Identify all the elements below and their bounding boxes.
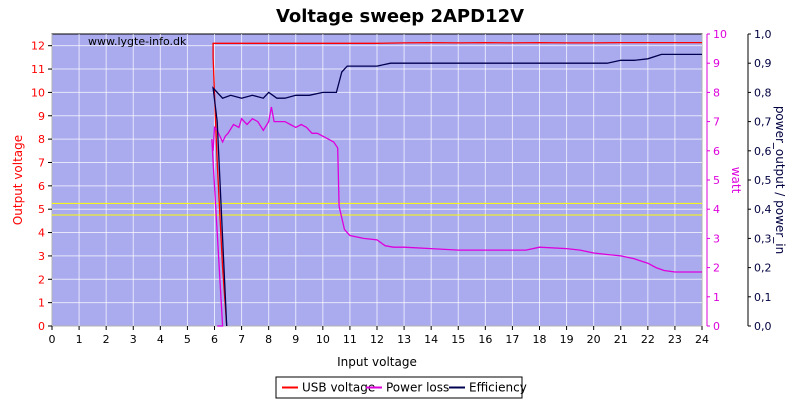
x-axis-label: Input voltage xyxy=(337,355,417,369)
y-efficiency-tick-label: 0,4 xyxy=(754,203,772,216)
y-watt-tick-label: 9 xyxy=(713,57,720,70)
x-tick-label: 20 xyxy=(587,333,601,346)
y-watt-tick-label: 4 xyxy=(713,203,720,216)
series-line-efficiency xyxy=(212,53,702,327)
y-axis-watt: 0 1 2 3 4 5 6 7 8 9 10 xyxy=(706,28,727,333)
x-tick-label: 13 xyxy=(397,333,411,346)
series-line-usb-voltage xyxy=(212,41,702,327)
y-efficiency-tick-label: 0,7 xyxy=(754,116,772,129)
x-tick-label: 1 xyxy=(76,333,83,346)
y-efficiency-tick-label: 0,5 xyxy=(754,174,772,187)
legend-label: Power loss xyxy=(386,381,449,395)
legend-box xyxy=(275,376,523,399)
x-tick-label: 18 xyxy=(533,333,547,346)
x-axis: 0 1 2 3 4 5 6 7 8 9 10 11 12 13 14 15 16 17 18 19 20 21 22 23 24 xyxy=(49,326,709,346)
y-left-tick-label: 12 xyxy=(31,40,45,53)
x-tick-label: 23 xyxy=(668,333,682,346)
y-left-tick-label: 4 xyxy=(38,227,45,240)
x-tick-label: 12 xyxy=(370,333,384,346)
y-left-tick-label: 1 xyxy=(38,297,45,310)
y-left-tick-label: 3 xyxy=(38,250,45,263)
legend-label: Efficiency xyxy=(469,381,527,395)
legend-label: USB voltage xyxy=(302,381,375,395)
y-efficiency-tick-label: 0,1 xyxy=(754,291,772,304)
y-watt-tick-label: 2 xyxy=(713,262,720,275)
y-left-tick-label: 2 xyxy=(38,273,45,286)
legend: USB voltage Power loss Efficiency xyxy=(275,376,527,399)
reference-lines xyxy=(52,202,702,216)
y-efficiency-tick-label: 0,0 xyxy=(754,320,772,333)
y-efficiency-tick-label: 0,9 xyxy=(754,57,772,70)
y-left-tick-label: 11 xyxy=(31,63,45,76)
x-tick-label: 14 xyxy=(424,333,438,346)
x-tick-label: 5 xyxy=(184,333,191,346)
y-watt-tick-label: 6 xyxy=(713,145,720,158)
y-left-tick-label: 7 xyxy=(38,156,45,169)
y-watt-tick-label: 8 xyxy=(713,86,720,99)
y-watt-tick-label: 7 xyxy=(713,116,720,129)
x-tick-label: 24 xyxy=(695,333,709,346)
x-tick-label: 22 xyxy=(641,333,655,346)
y-watt-tick-label: 10 xyxy=(713,28,727,41)
y-efficiency-tick-label: 0,6 xyxy=(754,145,772,158)
y-efficiency-tick-label: 0,8 xyxy=(754,86,772,99)
x-tick-label: 16 xyxy=(478,333,492,346)
y-watt-tick-label: 5 xyxy=(713,174,720,187)
x-tick-label: 19 xyxy=(560,333,574,346)
x-tick-label: 0 xyxy=(49,333,56,346)
y-left-tick-label: 5 xyxy=(38,203,45,216)
y-axis-left-label: Output voltage xyxy=(11,135,25,225)
y-left-tick-label: 0 xyxy=(38,320,45,333)
watermark-text: www.lygte-info.dk xyxy=(88,35,187,48)
x-tick-label: 17 xyxy=(505,333,519,346)
y-left-tick-label: 9 xyxy=(38,110,45,123)
x-tick-label: 10 xyxy=(316,333,330,346)
y-efficiency-tick-label: 0,3 xyxy=(754,232,772,245)
x-tick-label: 7 xyxy=(238,333,245,346)
series-lines xyxy=(211,41,702,327)
x-tick-label: 11 xyxy=(343,333,357,346)
y-efficiency-tick-label: 1,0 xyxy=(754,28,772,41)
y-watt-tick-label: 0 xyxy=(713,320,720,333)
y-axis-efficiency: 0,0 0,1 0,2 0,3 0,4 0,5 0,6 0,7 0,8 0,9 1,0 xyxy=(747,28,772,333)
x-tick-label: 4 xyxy=(157,333,164,346)
x-tick-label: 8 xyxy=(265,333,272,346)
x-tick-label: 15 xyxy=(451,333,465,346)
y-left-tick-label: 10 xyxy=(31,86,45,99)
y-watt-tick-label: 3 xyxy=(713,232,720,245)
series-line-power-loss xyxy=(211,106,702,327)
x-tick-label: 3 xyxy=(130,333,137,346)
x-tick-label: 9 xyxy=(292,333,299,346)
y-left-tick-label: 6 xyxy=(38,180,45,193)
plot-area: www.lygte-info.dk xyxy=(51,33,703,327)
y-axis-efficiency-label: power_output / power_in xyxy=(773,106,787,254)
x-tick-label: 21 xyxy=(614,333,628,346)
x-tick-label: 6 xyxy=(211,333,218,346)
y-efficiency-tick-label: 0,2 xyxy=(754,262,772,275)
chart-title: Voltage sweep 2APD12V xyxy=(276,6,524,27)
x-tick-label: 2 xyxy=(103,333,110,346)
y-watt-tick-label: 1 xyxy=(713,291,720,304)
y-left-tick-label: 8 xyxy=(38,133,45,146)
y-axis-watt-label: watt xyxy=(729,167,743,194)
